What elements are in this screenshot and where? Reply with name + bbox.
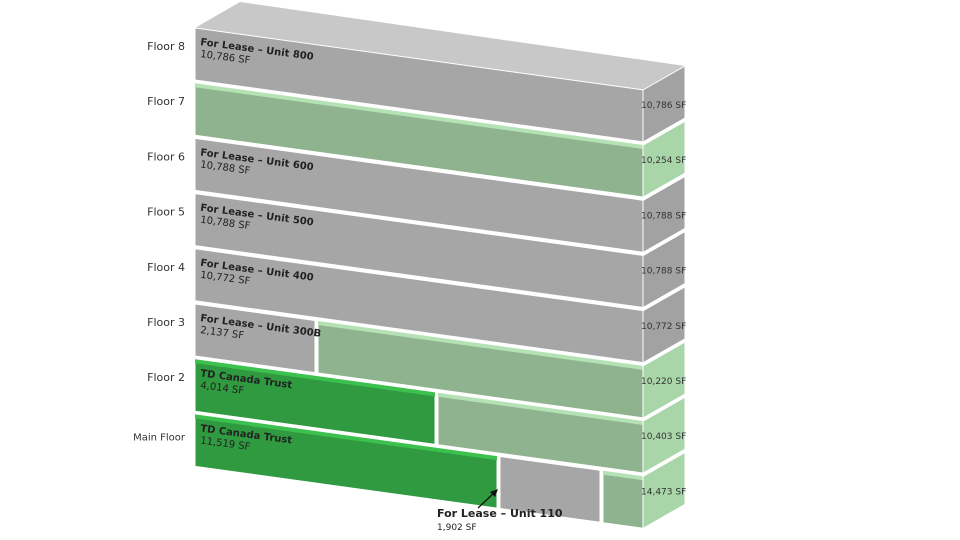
unit-block (194, 358, 436, 445)
floor-total: 10,254 SF (641, 156, 686, 166)
roof (195, 2, 685, 90)
callout-name: For Lease – Unit 110 (437, 507, 563, 520)
unit-edge (195, 359, 435, 397)
floor-total: 10,772 SF (641, 322, 686, 332)
unit-block (499, 455, 601, 523)
floor-label: Floor 6 (147, 150, 185, 163)
unit-block (194, 303, 316, 374)
floor-label: Floor 7 (147, 95, 185, 108)
side-face (642, 396, 686, 475)
side-face (642, 341, 686, 419)
unit-edge (195, 414, 497, 461)
unit-edge (318, 320, 643, 370)
side-face (642, 120, 686, 199)
floor-label: Floor 8 (147, 40, 185, 53)
floor-total: 10,786 SF (641, 101, 686, 111)
floor-label: Floor 2 (147, 371, 185, 384)
side-face (642, 285, 686, 364)
building (194, 2, 686, 530)
arrow-head (490, 489, 498, 497)
floor-total: 10,220 SF (641, 377, 686, 387)
unit-edge (603, 470, 643, 481)
side-face (642, 230, 686, 309)
floor-label: Floor 3 (147, 316, 185, 329)
floor-total: 10,788 SF (641, 211, 686, 221)
unit-block (194, 413, 498, 509)
floor-total: 14,473 SF (641, 487, 686, 497)
floor-label: Floor 5 (147, 206, 185, 219)
side-face (642, 451, 686, 530)
floor-label: Main Floor (133, 432, 186, 443)
side-face (642, 65, 686, 143)
unit-edge (438, 392, 643, 426)
callout-area: 1,902 SF (437, 523, 477, 533)
unit-edge (195, 83, 643, 150)
side-face (642, 175, 686, 254)
floor-label: Floor 4 (147, 261, 185, 274)
floor-total: 10,403 SF (641, 432, 686, 442)
floor-total: 10,788 SF (641, 267, 686, 277)
